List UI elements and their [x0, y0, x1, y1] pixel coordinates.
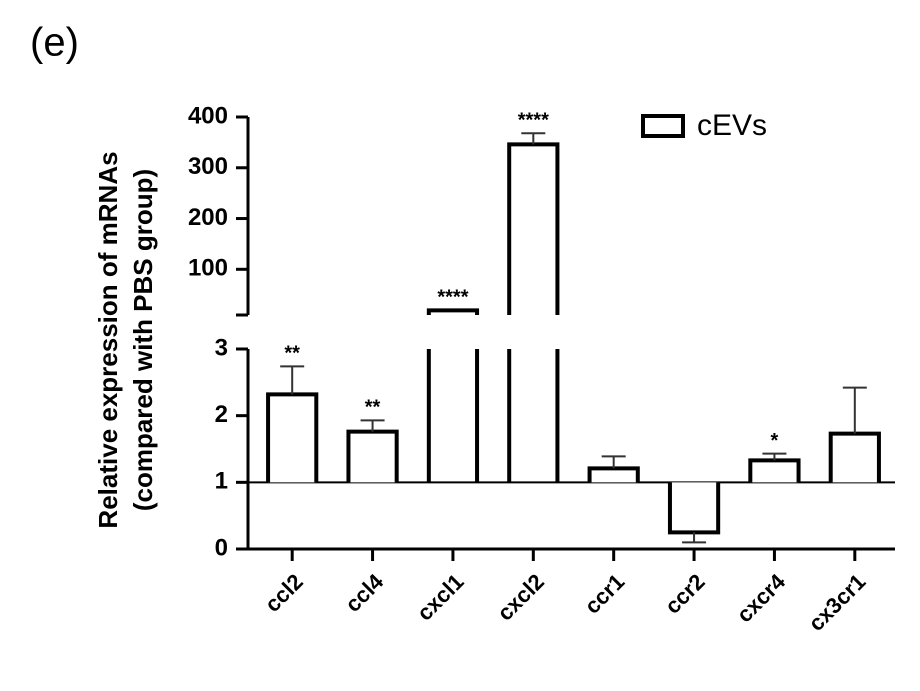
y-tick-label: 300: [188, 153, 228, 180]
x-tick-label: cxcl2: [492, 569, 549, 626]
bar: [426, 349, 480, 483]
y-tick-label: 2: [215, 401, 228, 428]
y-axis-label: Relative expression of mRNAs: [93, 151, 123, 528]
significance-label: ****: [518, 110, 549, 132]
x-tick-label: cx3cr1: [803, 569, 870, 636]
chart-title: (e): [30, 21, 79, 65]
x-tick-label: ccl4: [340, 568, 388, 616]
x-tick-label: ccr1: [580, 569, 630, 619]
x-tick-label: cxcl1: [412, 569, 469, 626]
bar: [828, 431, 881, 483]
legend-swatch: [641, 114, 685, 138]
bar: [507, 349, 560, 483]
error-bar: [682, 532, 707, 544]
error-bar: [521, 132, 546, 145]
bar: [346, 429, 399, 483]
error-bar: [762, 452, 787, 461]
error-bar: [280, 365, 305, 395]
bar: [587, 466, 640, 483]
significance-label: **: [284, 343, 300, 365]
x-tick-label: ccr2: [660, 569, 710, 619]
bar: [266, 392, 319, 483]
y-tick-label: 0: [215, 534, 228, 561]
significance-label: *: [771, 430, 779, 452]
significance-label: ****: [437, 287, 468, 309]
error-bar: [360, 419, 385, 432]
legend-label: cEVs: [697, 109, 767, 142]
bar: [507, 142, 560, 315]
y-tick-label: 1: [215, 468, 228, 495]
y-axis-label: (compared with PBS group): [128, 169, 158, 511]
error-bar: [842, 386, 867, 434]
y-tick-label: 3: [215, 334, 228, 361]
significance-label: **: [365, 397, 381, 419]
bar: [748, 458, 801, 483]
error-bar: [601, 455, 626, 469]
y-tick-label: 100: [188, 255, 228, 282]
y-tick-label: 200: [188, 204, 228, 231]
x-tick-label: cxcr4: [732, 568, 791, 627]
y-tick-label: 400: [188, 102, 228, 129]
x-tick-label: ccl2: [260, 569, 308, 617]
bar: [667, 482, 721, 535]
bar: [426, 308, 480, 315]
